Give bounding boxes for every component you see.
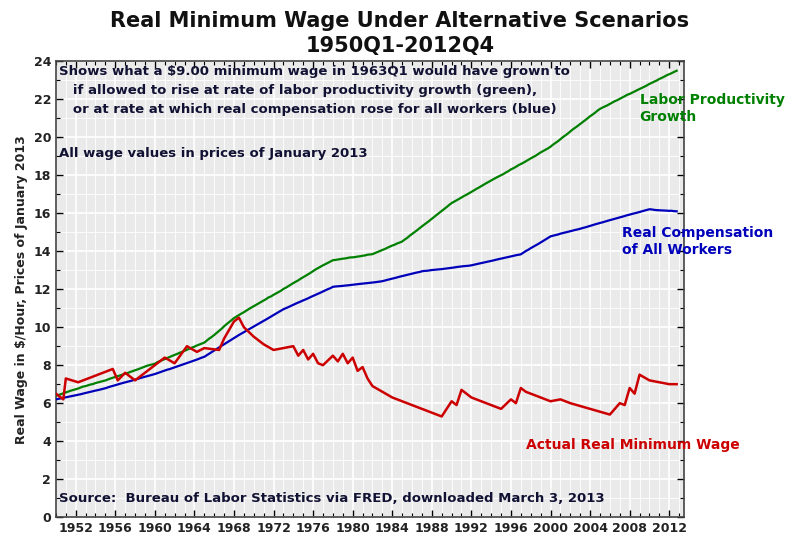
Y-axis label: Real Wage in $/Hour, Prices of January 2013: Real Wage in $/Hour, Prices of January 2… [15,135,28,443]
Text: Actual Real Minimum Wage: Actual Real Minimum Wage [526,438,739,452]
Text: 1950Q1-2012Q4: 1950Q1-2012Q4 [306,36,494,56]
Text: Real Minimum Wage Under Alternative Scenarios: Real Minimum Wage Under Alternative Scen… [110,11,690,31]
Text: Real Compensation
of All Workers: Real Compensation of All Workers [622,226,773,257]
Text: All wage values in prices of January 2013: All wage values in prices of January 201… [59,147,367,159]
Text: if allowed to rise at rate of labor productivity growth (green),: if allowed to rise at rate of labor prod… [59,84,537,97]
Text: Source:  Bureau of Labor Statistics via FRED, downloaded March 3, 2013: Source: Bureau of Labor Statistics via F… [59,492,605,505]
Text: or at rate at which real compensation rose for all workers (blue): or at rate at which real compensation ro… [59,103,557,116]
Text: Shows what a $9.00 minimum wage in 1963Q1 would have grown to: Shows what a $9.00 minimum wage in 1963Q… [59,65,570,78]
Text: Labor Productivity
Growth: Labor Productivity Growth [639,93,785,124]
